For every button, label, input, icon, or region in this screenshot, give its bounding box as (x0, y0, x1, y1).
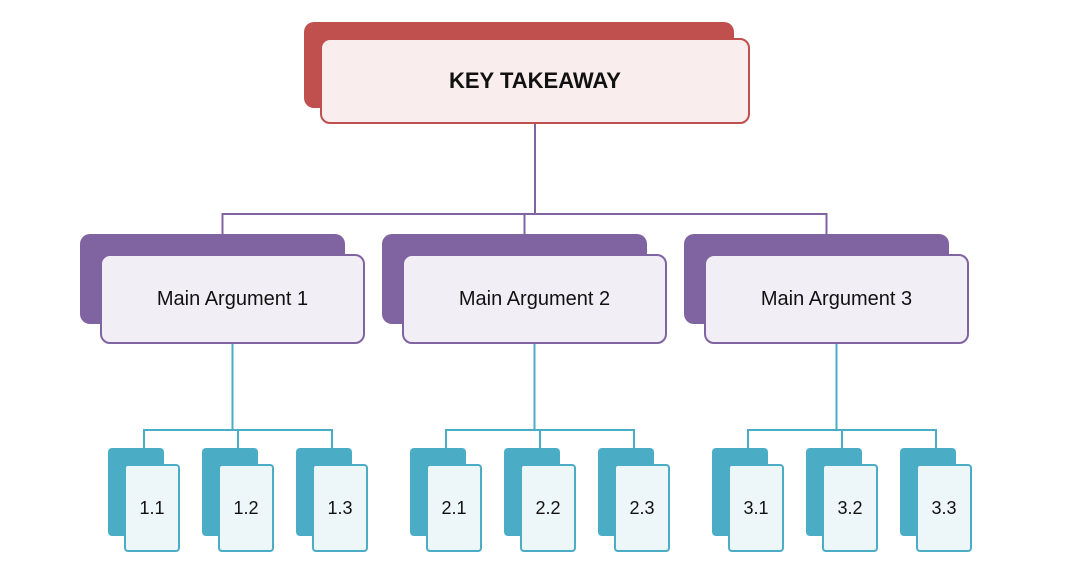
leaf-label-31: 3.1 (743, 498, 768, 519)
leaf-label-22: 2.2 (535, 498, 560, 519)
main-node-3: Main Argument 3 (704, 254, 969, 344)
leaf-node-23: 2.3 (614, 464, 670, 552)
leaf-box-21: 2.1 (426, 464, 482, 552)
diagram-stage: KEY TAKEAWAY Main Argument 1 Main Argume… (0, 0, 1069, 588)
leaf-node-31: 3.1 (728, 464, 784, 552)
leaf-box-11: 1.1 (124, 464, 180, 552)
leaf-box-12: 1.2 (218, 464, 274, 552)
leaf-box-23: 2.3 (614, 464, 670, 552)
root-node: KEY TAKEAWAY (320, 38, 750, 124)
root-label: KEY TAKEAWAY (449, 68, 621, 94)
leaf-node-13: 1.3 (312, 464, 368, 552)
leaf-label-13: 1.3 (327, 498, 352, 519)
leaf-node-11: 1.1 (124, 464, 180, 552)
leaf-node-12: 1.2 (218, 464, 274, 552)
leaf-label-33: 3.3 (931, 498, 956, 519)
main-box-2: Main Argument 2 (402, 254, 667, 344)
main-label-1: Main Argument 1 (157, 288, 308, 311)
leaf-label-11: 1.1 (139, 498, 164, 519)
leaf-node-22: 2.2 (520, 464, 576, 552)
leaf-box-22: 2.2 (520, 464, 576, 552)
main-box-3: Main Argument 3 (704, 254, 969, 344)
leaf-node-32: 3.2 (822, 464, 878, 552)
leaf-node-21: 2.1 (426, 464, 482, 552)
leaf-label-21: 2.1 (441, 498, 466, 519)
leaf-box-33: 3.3 (916, 464, 972, 552)
leaf-box-13: 1.3 (312, 464, 368, 552)
leaf-node-33: 3.3 (916, 464, 972, 552)
leaf-box-32: 3.2 (822, 464, 878, 552)
leaf-label-32: 3.2 (837, 498, 862, 519)
main-label-3: Main Argument 3 (761, 288, 912, 311)
main-node-1: Main Argument 1 (100, 254, 365, 344)
main-label-2: Main Argument 2 (459, 288, 610, 311)
main-node-2: Main Argument 2 (402, 254, 667, 344)
leaf-box-31: 3.1 (728, 464, 784, 552)
main-box-1: Main Argument 1 (100, 254, 365, 344)
root-box: KEY TAKEAWAY (320, 38, 750, 124)
leaf-label-12: 1.2 (233, 498, 258, 519)
leaf-label-23: 2.3 (629, 498, 654, 519)
